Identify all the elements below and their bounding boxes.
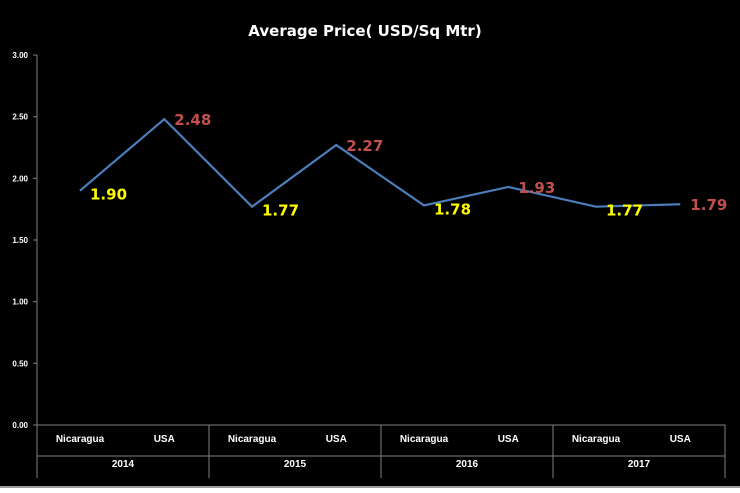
y-tick-label: 1.00 bbox=[12, 298, 28, 307]
data-label: 1.90 bbox=[90, 186, 127, 204]
data-label: 2.48 bbox=[174, 111, 211, 129]
data-label: 1.78 bbox=[434, 200, 471, 218]
y-tick-label: 2.50 bbox=[12, 113, 28, 122]
x-category-label: Nicaragua bbox=[572, 434, 621, 445]
y-tick-label: 2.00 bbox=[12, 174, 28, 183]
x-category-label: USA bbox=[326, 434, 347, 445]
x-group-label: 2016 bbox=[456, 459, 479, 470]
x-group-label: 2015 bbox=[284, 459, 307, 470]
x-category-label: USA bbox=[498, 434, 519, 445]
x-axis-categories: Nicaragua USA 2014 Nicaragua USA 2015 Nicaragu… bbox=[56, 425, 691, 478]
x-category-label: USA bbox=[670, 434, 691, 445]
data-label: 1.79 bbox=[690, 196, 727, 214]
x-category-label: USA bbox=[154, 434, 175, 445]
x-category-label: Nicaragua bbox=[56, 434, 105, 445]
y-tick-label: 0.50 bbox=[12, 359, 28, 368]
data-label: 2.27 bbox=[346, 137, 383, 155]
y-tick-label: 1.50 bbox=[12, 236, 28, 245]
series-line bbox=[79, 117, 681, 209]
data-label: 1.77 bbox=[606, 202, 643, 220]
data-label: 1.77 bbox=[262, 202, 299, 220]
x-group-label: 2017 bbox=[628, 459, 651, 470]
chart-title: Average Price( USD/Sq Mtr) bbox=[248, 22, 481, 40]
data-labels: 1.90 2.48 1.77 2.27 1.78 1.93 1.77 1.79 bbox=[90, 111, 727, 220]
x-category-label: Nicaragua bbox=[400, 434, 449, 445]
x-group-label: 2014 bbox=[112, 459, 135, 470]
x-category-label: Nicaragua bbox=[228, 434, 277, 445]
y-axis-ticks: 0.00 0.50 1.00 1.50 2.00 2.50 3.00 bbox=[12, 51, 37, 430]
y-tick-label: 3.00 bbox=[12, 51, 28, 60]
data-label: 1.93 bbox=[518, 179, 555, 197]
y-tick-label: 0.00 bbox=[12, 421, 28, 430]
